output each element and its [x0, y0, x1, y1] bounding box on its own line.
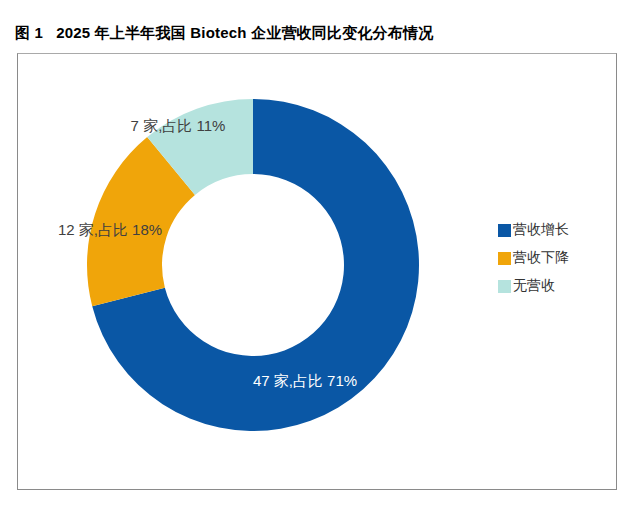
legend-item-revenue-decline: 营收下降 [498, 251, 569, 265]
chart-container: 47 家,占比 71% 12 家,占比 18% 7 家,占比 11% 营收增长 … [17, 53, 617, 490]
legend-swatch-no-revenue [498, 280, 511, 293]
figure-number-label: 图 1 [15, 24, 43, 41]
legend-label-revenue-growth: 营收增长 [513, 221, 569, 239]
legend-label-revenue-decline: 营收下降 [513, 249, 569, 267]
figure-title: 图 1 2025 年上半年我国 Biotech 企业营收同比变化分布情况 [15, 24, 433, 43]
legend-label-no-revenue: 无营收 [513, 277, 555, 295]
slice-label-no-revenue: 7 家,占比 11% [131, 117, 226, 136]
legend-item-revenue-growth: 营收增长 [498, 223, 569, 237]
legend-item-no-revenue: 无营收 [498, 279, 569, 293]
slice-label-revenue-growth: 47 家,占比 71% [253, 372, 357, 391]
legend-swatch-revenue-growth [498, 224, 511, 237]
legend-swatch-revenue-decline [498, 252, 511, 265]
chart-legend: 营收增长 营收下降 无营收 [498, 223, 569, 293]
figure-title-text: 2025 年上半年我国 Biotech 企业营收同比变化分布情况 [56, 24, 433, 41]
slice-label-revenue-decline: 12 家,占比 18% [58, 221, 162, 240]
